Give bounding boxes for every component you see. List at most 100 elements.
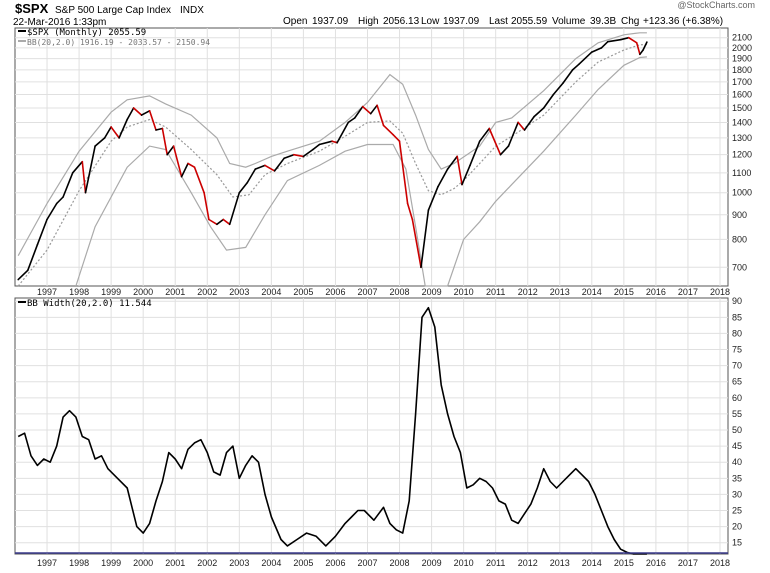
- width-x-tick-label: 2012: [518, 558, 538, 568]
- bb-width-series: [15, 306, 728, 555]
- price-x-tick-label: 2006: [325, 287, 345, 297]
- price-segment-up: [499, 145, 510, 156]
- price-y-tick-label: 1400: [732, 117, 752, 127]
- width-y-tick-label: 55: [732, 409, 742, 419]
- price-segment-up: [469, 140, 481, 167]
- width-x-tick-label: 2004: [261, 558, 281, 568]
- price-x-tick-label: 1998: [69, 287, 89, 297]
- price-segment-up: [180, 162, 189, 178]
- price-segment-up: [155, 127, 164, 131]
- width-y-tick-label: 65: [732, 377, 742, 387]
- price-segment-down: [187, 162, 196, 168]
- price-segment-up: [318, 140, 334, 146]
- width-y-tick-label: 45: [732, 441, 742, 451]
- width-y-tick-label: 25: [732, 506, 742, 516]
- price-segment-down: [361, 105, 372, 115]
- price-segment-up: [347, 117, 356, 124]
- width-y-ticks: 15 20 25 30 35 40 45 50 55 60 65 70 75 80 85 90: [732, 296, 742, 548]
- price-segment-up: [216, 218, 225, 226]
- width-y-tick-label: 60: [732, 393, 742, 403]
- price-x-tick-label: 2001: [165, 287, 185, 297]
- stat-open-label: Open: [283, 16, 307, 27]
- stat-chg-label: Chg: [621, 16, 639, 27]
- price-segment-down: [376, 104, 385, 127]
- price-segment-up: [571, 63, 580, 71]
- price-y-tick-label: 1800: [732, 65, 752, 75]
- width-x-tick-label: 2000: [133, 558, 153, 568]
- width-x-tick-label: 2001: [165, 558, 185, 568]
- price-panel-frame: [14, 27, 729, 287]
- price-y-tick-label: 700: [732, 262, 747, 272]
- legend-price-swatch: [18, 30, 26, 32]
- stat-high-value: 2056.13: [383, 16, 420, 27]
- price-x-tick-label: 2014: [582, 287, 602, 297]
- price-y-tick-label: 1100: [732, 168, 751, 178]
- stat-volume-value: 39.3B: [590, 16, 616, 27]
- price-y-tick-label: 1900: [732, 54, 752, 64]
- header-name: S&P 500 Large Cap Index: [55, 5, 171, 16]
- legend-price: $SPX (Monthly) 2055.59: [27, 28, 146, 38]
- price-segment-down: [292, 153, 305, 158]
- width-x-tick-label: 2002: [197, 558, 217, 568]
- price-segment-down: [81, 160, 87, 194]
- price-x-tick-label: 2016: [646, 287, 666, 297]
- stat-last-label: Last: [489, 16, 508, 27]
- price-segment-down: [203, 191, 210, 221]
- price-y-tick-label: 1700: [732, 77, 752, 87]
- price-segment-up: [552, 82, 564, 96]
- width-y-tick-label: 35: [732, 473, 742, 483]
- legend-width: BB Width(20,2.0) 11.544: [27, 299, 152, 309]
- header-date: 22-Mar-2016 1:33pm: [13, 17, 106, 28]
- price-series: [17, 36, 648, 281]
- width-x-tick-label: 2014: [582, 558, 602, 568]
- price-y-tick-label: 2100: [732, 33, 752, 43]
- price-segment-down: [172, 145, 183, 178]
- price-segment-down: [222, 218, 231, 226]
- price-segment-up: [228, 191, 241, 226]
- legend-bb: BB(20,2.0) 1916.19 - 2033.57 - 2150.94: [27, 38, 210, 47]
- price-segment-up: [639, 49, 644, 56]
- stat-volume-label: Volume: [552, 16, 586, 27]
- price-segment-down: [110, 126, 120, 139]
- price-segment-up: [84, 145, 96, 194]
- width-y-tick-label: 15: [732, 538, 742, 548]
- width-y-tick-label: 75: [732, 345, 742, 355]
- watermark: @StockCharts.com: [677, 0, 755, 10]
- stat-open-value: 1937.09: [312, 16, 349, 27]
- stat-chg-value: +123.36 (+6.38%): [643, 16, 723, 27]
- price-segment-up: [140, 110, 151, 116]
- price-segment-up: [590, 47, 603, 53]
- width-x-tick-label: 2017: [678, 558, 698, 568]
- width-x-tick-label: 1998: [69, 558, 89, 568]
- price-segment-up: [254, 164, 266, 170]
- price-segment-up: [606, 38, 622, 43]
- price-segment-up: [94, 137, 106, 147]
- price-segment-up: [542, 93, 555, 109]
- price-segment-up: [238, 181, 249, 194]
- price-segment-up: [461, 164, 471, 186]
- price-segment-up: [600, 40, 609, 49]
- width-y-tick-label: 85: [732, 312, 742, 322]
- header-exchange: INDX: [180, 5, 204, 16]
- width-panel-grid: [15, 298, 728, 554]
- width-y-tick-label: 40: [732, 457, 742, 467]
- price-segment-up: [118, 118, 128, 139]
- price-x-tick-label: 2007: [357, 287, 377, 297]
- price-segment-up: [273, 157, 286, 172]
- width-x-tick-label: 2018: [710, 558, 730, 568]
- price-segment-down: [132, 107, 143, 116]
- price-segment-up: [642, 41, 648, 51]
- width-y-tick-label: 20: [732, 522, 742, 532]
- width-x-tick-label: 2010: [454, 558, 474, 568]
- price-x-tick-label: 2018: [710, 287, 730, 297]
- width-y-tick-label: 30: [732, 489, 742, 499]
- price-x-tick-label: 2008: [390, 287, 410, 297]
- price-segment-up: [302, 148, 314, 158]
- price-y-tick-label: 1600: [732, 90, 752, 100]
- price-segment-up: [312, 143, 321, 151]
- width-y-tick-label: 70: [732, 361, 742, 371]
- price-segment-down: [208, 218, 218, 226]
- width-y-tick-label: 80: [732, 328, 742, 338]
- bb-lower-line: [75, 56, 647, 287]
